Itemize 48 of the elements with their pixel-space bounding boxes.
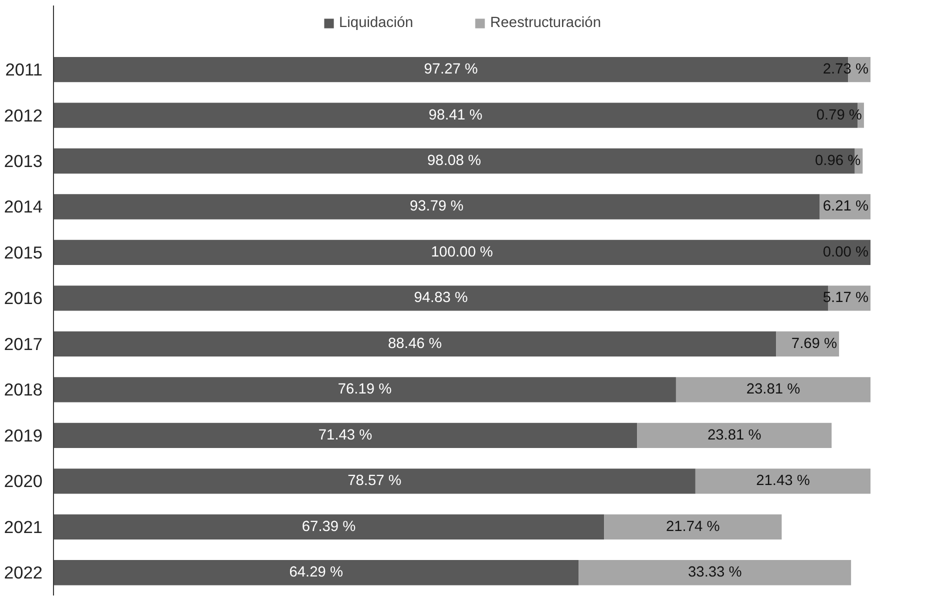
data-label: 93.79 % xyxy=(410,198,464,215)
y-tick-label: 2016 xyxy=(4,288,43,308)
y-tick-label: 2018 xyxy=(4,380,43,400)
bar xyxy=(637,422,832,448)
data-label: 88.46 % xyxy=(388,336,442,352)
data-label: 33.33 % xyxy=(688,564,742,581)
data-label: 5.17 % xyxy=(822,290,869,306)
bar xyxy=(54,422,638,448)
data-label: 100.00 % xyxy=(431,244,493,260)
bar xyxy=(54,468,696,494)
y-tick-label: 2012 xyxy=(4,105,43,126)
bar xyxy=(676,377,870,402)
y-tick-label: 2017 xyxy=(4,334,43,354)
bar xyxy=(695,468,870,494)
bar xyxy=(54,377,676,402)
y-tick-label: 2013 xyxy=(4,151,43,172)
bar xyxy=(54,240,870,266)
data-label: 64.29 % xyxy=(289,564,344,581)
data-label: 21.74 % xyxy=(666,518,720,535)
data-label: 7.69 % xyxy=(791,336,838,352)
y-tick-label: 2021 xyxy=(4,516,43,537)
data-label: 94.83 % xyxy=(414,290,468,306)
bar xyxy=(604,514,782,540)
data-label: 97.27 % xyxy=(424,62,478,78)
legend-label: Reestructuración xyxy=(490,15,601,31)
data-label: 67.39 % xyxy=(302,518,356,535)
data-label: 23.81 % xyxy=(707,427,762,444)
data-label: 71.43 % xyxy=(318,427,372,444)
bar xyxy=(578,560,852,586)
y-tick-label: 2020 xyxy=(4,471,43,492)
y-tick-label: 2014 xyxy=(4,196,43,217)
y-tick-label: 2019 xyxy=(4,425,43,446)
data-label: 78.57 % xyxy=(348,473,402,490)
data-label: 76.19 % xyxy=(338,382,392,398)
bar xyxy=(54,514,604,540)
data-label: 6.21 % xyxy=(822,198,869,215)
data-label: 98.41 % xyxy=(428,107,482,124)
y-tick-label: 2011 xyxy=(5,60,43,80)
legend-label: Liquidación xyxy=(339,15,414,31)
data-label: 21.43 % xyxy=(756,473,810,490)
bar xyxy=(54,331,776,357)
bar xyxy=(54,194,820,220)
bar xyxy=(54,560,579,586)
data-label: 98.08 % xyxy=(427,153,482,170)
data-label: 23.81 % xyxy=(746,382,800,398)
data-label: 0.00 % xyxy=(822,244,869,260)
y-tick-label: 2015 xyxy=(4,242,43,262)
y-tick-label: 2022 xyxy=(4,562,43,583)
